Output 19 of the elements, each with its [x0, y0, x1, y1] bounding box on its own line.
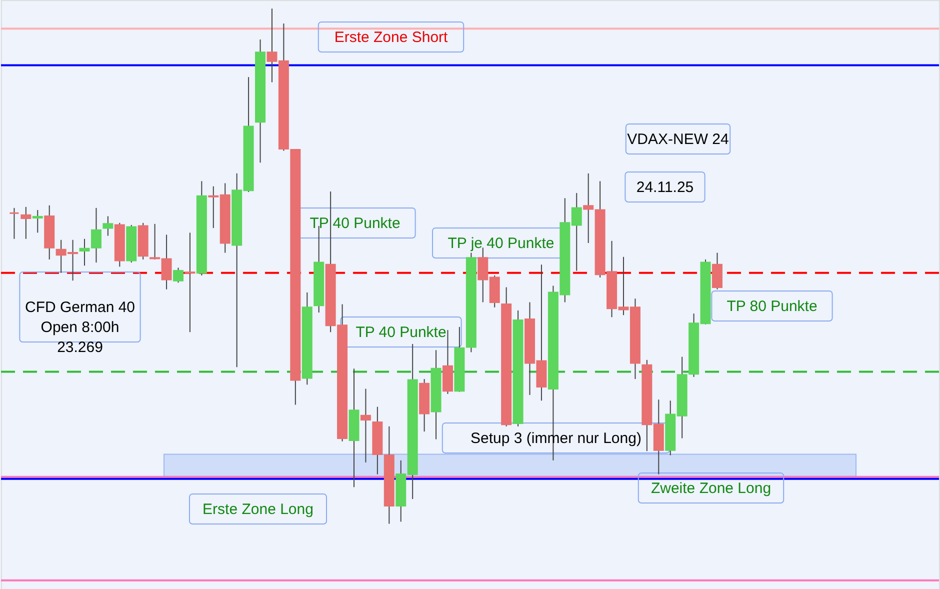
candlestick [32, 210, 43, 234]
annotation: Erste Zone Long [202, 501, 314, 518]
text: TP 80 Punkte [726, 298, 818, 315]
candlestick [360, 388, 371, 463]
annotation: 24.11.25 [636, 179, 694, 196]
annotation: Erste Zone Short [334, 29, 449, 46]
annotation: VDAX-NEW 24 [627, 131, 729, 148]
candlestick [712, 252, 722, 290]
candlestick [20, 206, 32, 240]
annotation: TP je 40 Punkte [448, 235, 554, 252]
candlestick [583, 172, 594, 244]
candlestick [184, 232, 196, 333]
candlestick [172, 267, 184, 284]
annotation: CFD German 40 Open 8:00h 23.269 [24, 299, 136, 356]
candlestick [8, 207, 20, 240]
candlestick [102, 216, 114, 236]
annotation: TP 40 Punkte [356, 324, 446, 341]
annotation: TP 40 Punkte [310, 215, 400, 232]
annotation: Zweite Zone Long [650, 480, 772, 497]
